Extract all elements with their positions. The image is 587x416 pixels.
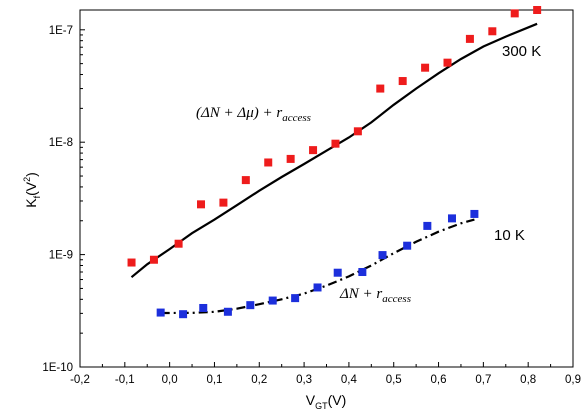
data-point-300k	[331, 139, 340, 148]
data-point-300k	[309, 146, 318, 155]
data-points	[127, 6, 542, 319]
fit-curves	[130, 22, 538, 315]
data-point-300k	[443, 58, 452, 67]
x-axis-ticks: -0,2 -0,1 0,0 0,1 0,2 0,3 0,4 0,5 0,6 0,7 0,8 0,9	[70, 362, 581, 386]
data-point-10k	[268, 296, 277, 305]
x-tick-label: 0,2	[251, 374, 267, 386]
series-label-300k: 300 K	[502, 43, 541, 60]
data-point-300k	[219, 198, 228, 207]
data-point-10k	[246, 301, 255, 310]
x-tick-label: 0,6	[431, 374, 447, 386]
data-point-10k	[470, 209, 479, 218]
fit-curve-10k	[160, 218, 475, 315]
data-point-300k	[174, 239, 183, 248]
x-tick-label: -0,2	[70, 374, 90, 386]
data-point-300k	[421, 63, 430, 72]
x-tick-label: 0,8	[520, 374, 536, 386]
data-point-300k	[488, 27, 497, 36]
x-tick-label: 0,1	[206, 374, 222, 386]
data-point-10k	[447, 214, 456, 223]
x-tick-label: 0,3	[296, 374, 312, 386]
data-point-10k	[223, 307, 232, 316]
data-point-10k	[423, 221, 432, 230]
data-point-300k	[127, 258, 136, 267]
formula-300k: (ΔN + Δμ) + raccess	[196, 105, 311, 124]
y-tick-label: 1E-7	[49, 25, 73, 37]
data-point-10k	[179, 310, 188, 319]
fit-curve-300k	[130, 22, 538, 279]
data-point-10k	[403, 241, 412, 250]
data-point-300k	[286, 154, 295, 163]
x-tick-label: 0,4	[341, 374, 358, 386]
series-label-10k: 10 K	[494, 227, 525, 244]
data-point-300k	[465, 34, 474, 43]
data-point-300k	[264, 158, 273, 167]
data-point-10k	[333, 268, 342, 277]
plot-frame	[79, 9, 574, 368]
data-point-10k	[378, 251, 387, 260]
data-point-10k	[291, 294, 300, 303]
y-axis-title: Kf(V2)	[22, 172, 42, 208]
y-axis-ticks: 1E-10 1E-9 1E-8 1E-7	[42, 25, 85, 374]
data-point-10k	[156, 308, 165, 317]
data-point-300k	[533, 6, 542, 14]
data-point-300k	[149, 255, 158, 264]
data-point-300k	[197, 200, 206, 209]
x-axis-title: VGT(V)	[306, 392, 347, 411]
data-point-10k	[199, 303, 208, 312]
data-point-300k	[510, 9, 519, 18]
data-point-300k	[398, 77, 407, 86]
x-tick-label: 0,0	[162, 374, 178, 386]
x-tick-label: -0,1	[115, 374, 135, 386]
data-point-300k	[353, 127, 362, 136]
x-tick-label: 0,9	[565, 374, 581, 386]
x-tick-label: 0,7	[475, 374, 491, 386]
data-point-300k	[376, 84, 385, 93]
formula-10k: ΔN + raccess	[339, 286, 411, 305]
x-tick-label: 0,5	[386, 374, 402, 386]
data-point-10k	[358, 268, 367, 277]
data-point-10k	[313, 283, 322, 292]
y-tick-label: 1E-10	[42, 362, 73, 374]
y-tick-label: 1E-9	[49, 250, 73, 262]
y-tick-label: 1E-8	[49, 137, 73, 149]
data-point-300k	[241, 176, 250, 185]
